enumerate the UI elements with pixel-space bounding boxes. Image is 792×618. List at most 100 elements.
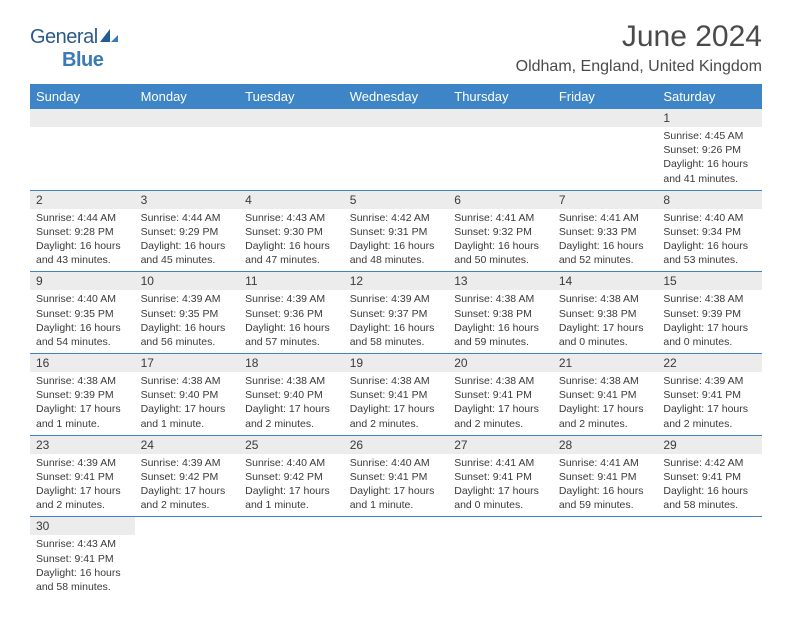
sunset-text: Sunset: 9:28 PM: [36, 225, 129, 239]
day-number-cell: 22: [657, 354, 762, 373]
daylight-text: Daylight: 17 hours: [559, 321, 652, 335]
daylight-text: and 0 minutes.: [559, 335, 652, 349]
day-number-cell: [135, 517, 240, 536]
daylight-text: and 58 minutes.: [350, 335, 443, 349]
day-content-cell: Sunrise: 4:39 AMSunset: 9:35 PMDaylight:…: [135, 290, 240, 353]
day-content-cell: Sunrise: 4:39 AMSunset: 9:37 PMDaylight:…: [344, 290, 449, 353]
day-content-cell: Sunrise: 4:41 AMSunset: 9:41 PMDaylight:…: [553, 454, 658, 517]
daylight-text: Daylight: 16 hours: [454, 321, 547, 335]
sunset-text: Sunset: 9:32 PM: [454, 225, 547, 239]
sunset-text: Sunset: 9:31 PM: [350, 225, 443, 239]
sunrise-text: Sunrise: 4:38 AM: [559, 292, 652, 306]
day-content-cell: Sunrise: 4:38 AMSunset: 9:40 PMDaylight:…: [239, 372, 344, 435]
day-number-row: 1: [30, 109, 762, 127]
sunrise-text: Sunrise: 4:41 AM: [454, 456, 547, 470]
weekday-header-cell: Thursday: [448, 84, 553, 109]
day-number-cell: 19: [344, 354, 449, 373]
day-number-cell: 18: [239, 354, 344, 373]
sunrise-text: Sunrise: 4:41 AM: [559, 456, 652, 470]
day-number-cell: [553, 517, 658, 536]
day-content-cell: [657, 535, 762, 598]
sunrise-text: Sunrise: 4:40 AM: [36, 292, 129, 306]
daylight-text: and 54 minutes.: [36, 335, 129, 349]
day-content-cell: Sunrise: 4:42 AMSunset: 9:31 PMDaylight:…: [344, 209, 449, 272]
day-number-cell: 4: [239, 190, 344, 209]
day-content-cell: Sunrise: 4:43 AMSunset: 9:30 PMDaylight:…: [239, 209, 344, 272]
day-number-cell: 6: [448, 190, 553, 209]
sunrise-text: Sunrise: 4:44 AM: [36, 211, 129, 225]
day-content-cell: Sunrise: 4:38 AMSunset: 9:41 PMDaylight:…: [344, 372, 449, 435]
calendar-body: 1Sunrise: 4:45 AMSunset: 9:26 PMDaylight…: [30, 109, 762, 598]
sunrise-text: Sunrise: 4:39 AM: [245, 292, 338, 306]
sunset-text: Sunset: 9:41 PM: [454, 470, 547, 484]
daylight-text: and 50 minutes.: [454, 253, 547, 267]
day-number-cell: 5: [344, 190, 449, 209]
daylight-text: Daylight: 17 hours: [663, 402, 756, 416]
sunrise-text: Sunrise: 4:41 AM: [454, 211, 547, 225]
day-content-cell: [344, 127, 449, 190]
day-content-cell: [135, 127, 240, 190]
daylight-text: Daylight: 16 hours: [559, 239, 652, 253]
day-number-cell: 24: [135, 435, 240, 454]
daylight-text: Daylight: 16 hours: [663, 484, 756, 498]
day-number-cell: 3: [135, 190, 240, 209]
calendar-page: GeneralBlue June 2024 Oldham, England, U…: [0, 0, 792, 618]
day-content-cell: [135, 535, 240, 598]
daylight-text: Daylight: 17 hours: [454, 484, 547, 498]
sunrise-text: Sunrise: 4:40 AM: [350, 456, 443, 470]
day-content-cell: Sunrise: 4:39 AMSunset: 9:41 PMDaylight:…: [30, 454, 135, 517]
daylight-text: Daylight: 16 hours: [245, 239, 338, 253]
day-number-cell: [553, 109, 658, 127]
day-content-cell: Sunrise: 4:44 AMSunset: 9:29 PMDaylight:…: [135, 209, 240, 272]
day-number-row: 9101112131415: [30, 272, 762, 291]
day-number-row: 30: [30, 517, 762, 536]
daylight-text: Daylight: 16 hours: [245, 321, 338, 335]
daylight-text: and 2 minutes.: [559, 417, 652, 431]
day-content-cell: Sunrise: 4:41 AMSunset: 9:33 PMDaylight:…: [553, 209, 658, 272]
daylight-text: Daylight: 17 hours: [350, 402, 443, 416]
day-content-cell: Sunrise: 4:38 AMSunset: 9:38 PMDaylight:…: [553, 290, 658, 353]
page-header: GeneralBlue June 2024 Oldham, England, U…: [30, 20, 762, 76]
day-number-cell: 25: [239, 435, 344, 454]
daylight-text: and 59 minutes.: [454, 335, 547, 349]
day-number-cell: 28: [553, 435, 658, 454]
day-number-cell: 12: [344, 272, 449, 291]
sunset-text: Sunset: 9:41 PM: [559, 470, 652, 484]
sunrise-text: Sunrise: 4:39 AM: [663, 374, 756, 388]
daylight-text: and 52 minutes.: [559, 253, 652, 267]
day-content-cell: [553, 535, 658, 598]
day-content-cell: Sunrise: 4:44 AMSunset: 9:28 PMDaylight:…: [30, 209, 135, 272]
sunset-text: Sunset: 9:42 PM: [141, 470, 234, 484]
day-number-cell: 8: [657, 190, 762, 209]
sunrise-text: Sunrise: 4:38 AM: [454, 374, 547, 388]
day-number-row: 16171819202122: [30, 354, 762, 373]
day-content-cell: Sunrise: 4:40 AMSunset: 9:35 PMDaylight:…: [30, 290, 135, 353]
daylight-text: Daylight: 16 hours: [663, 157, 756, 171]
day-content-cell: Sunrise: 4:41 AMSunset: 9:32 PMDaylight:…: [448, 209, 553, 272]
day-content-cell: Sunrise: 4:39 AMSunset: 9:41 PMDaylight:…: [657, 372, 762, 435]
day-number-cell: 17: [135, 354, 240, 373]
day-content-cell: [448, 127, 553, 190]
sunrise-text: Sunrise: 4:42 AM: [663, 456, 756, 470]
day-number-cell: 23: [30, 435, 135, 454]
day-content-cell: [344, 535, 449, 598]
daylight-text: Daylight: 16 hours: [36, 239, 129, 253]
day-number-cell: [239, 109, 344, 127]
day-content-cell: [239, 127, 344, 190]
sail-icon: [100, 26, 118, 49]
day-content-cell: Sunrise: 4:40 AMSunset: 9:34 PMDaylight:…: [657, 209, 762, 272]
daylight-text: Daylight: 16 hours: [36, 566, 129, 580]
sunrise-text: Sunrise: 4:38 AM: [663, 292, 756, 306]
day-content-cell: [239, 535, 344, 598]
day-number-row: 23242526272829: [30, 435, 762, 454]
sunset-text: Sunset: 9:39 PM: [36, 388, 129, 402]
sunset-text: Sunset: 9:38 PM: [454, 307, 547, 321]
weekday-header-cell: Sunday: [30, 84, 135, 109]
sunrise-text: Sunrise: 4:41 AM: [559, 211, 652, 225]
sunset-text: Sunset: 9:35 PM: [36, 307, 129, 321]
day-content-cell: Sunrise: 4:39 AMSunset: 9:42 PMDaylight:…: [135, 454, 240, 517]
day-content-cell: Sunrise: 4:38 AMSunset: 9:41 PMDaylight:…: [448, 372, 553, 435]
day-content-row: Sunrise: 4:43 AMSunset: 9:41 PMDaylight:…: [30, 535, 762, 598]
day-number-cell: 15: [657, 272, 762, 291]
title-block: June 2024 Oldham, England, United Kingdo…: [516, 20, 762, 76]
